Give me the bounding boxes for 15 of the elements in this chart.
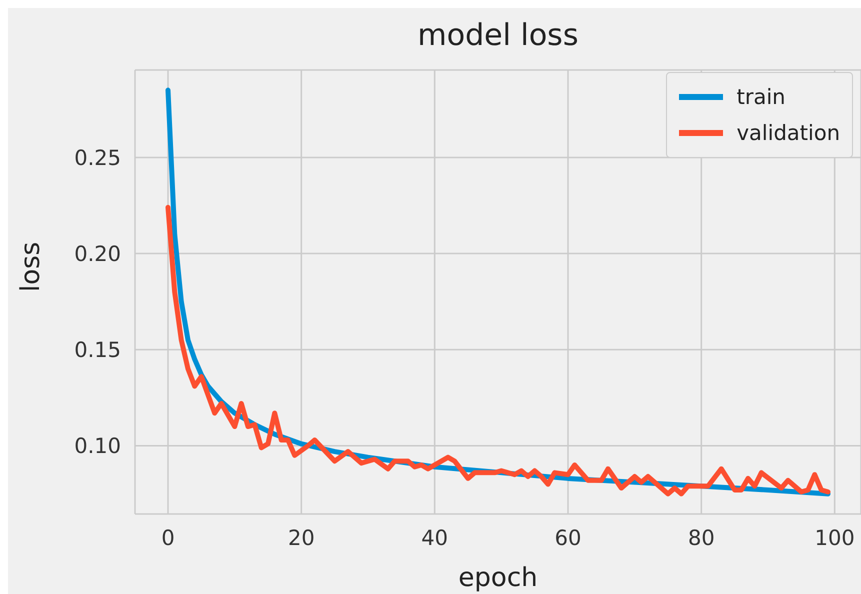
- x-axis-title: epoch: [458, 563, 538, 593]
- legend-label: validation: [736, 121, 840, 145]
- y-tick-label: 0.20: [74, 242, 121, 266]
- x-tick-label: 60: [554, 526, 582, 550]
- y-tick-label: 0.25: [74, 146, 121, 170]
- x-tick-label: 100: [814, 526, 855, 550]
- x-tick-label: 20: [288, 526, 315, 550]
- chart-title: model loss: [416, 18, 580, 53]
- x-tick-label: 80: [688, 526, 715, 550]
- y-tick-label: 0.15: [74, 338, 121, 362]
- x-tick-label: 40: [421, 526, 448, 550]
- x-tick-label: 0: [161, 526, 175, 550]
- y-axis-title: loss: [16, 242, 46, 292]
- y-tick-label: 0.10: [74, 434, 121, 458]
- legend-label: train: [736, 85, 786, 109]
